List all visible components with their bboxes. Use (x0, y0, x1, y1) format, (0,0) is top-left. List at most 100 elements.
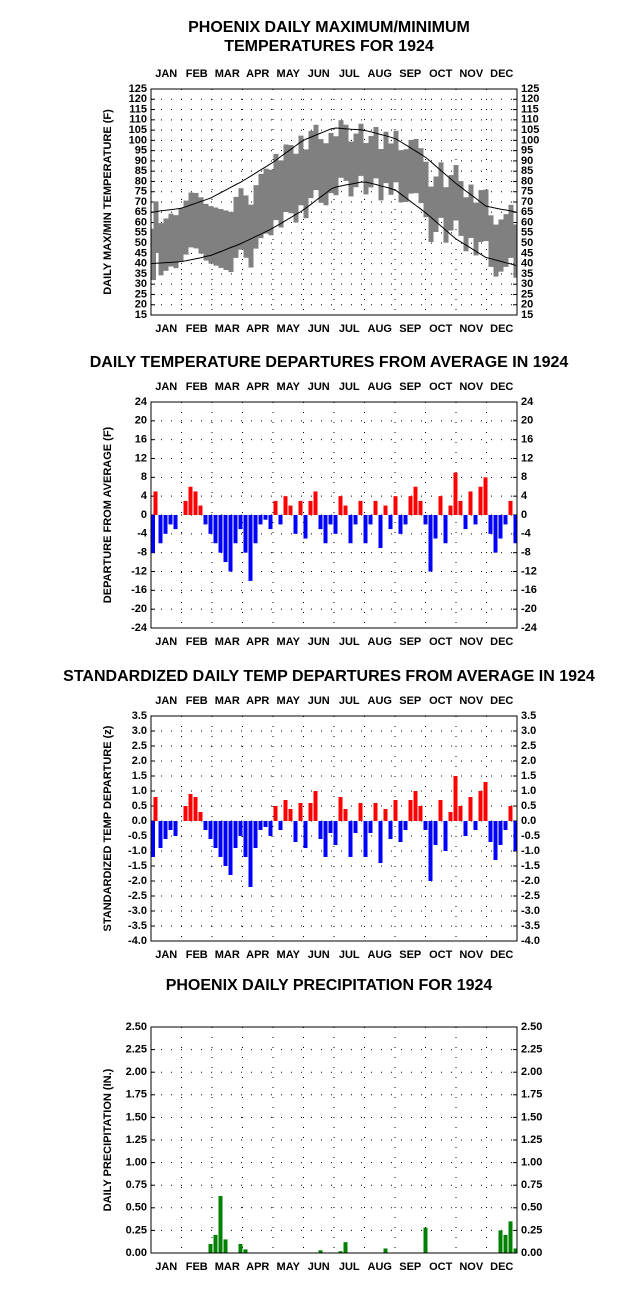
bar (151, 821, 155, 857)
bar (268, 821, 273, 836)
y-tick-label-right: 85 (521, 165, 533, 177)
range-bar (458, 181, 464, 236)
y-tick-label-right: -0.5 (521, 830, 540, 842)
y-tick-label-right: 20 (521, 415, 533, 427)
panel: STANDARDIZED DAILY TEMP DEPARTURES FROM … (63, 668, 595, 961)
range-bar (318, 139, 324, 203)
range-bar (151, 228, 156, 281)
bar (198, 812, 203, 821)
bar (403, 821, 408, 830)
bar (483, 477, 488, 515)
plot-frame (150, 401, 518, 629)
month-label: MAR (215, 68, 240, 80)
y-tick-label: 90 (135, 155, 147, 167)
month-label: AUG (368, 695, 392, 707)
range-bar (323, 143, 329, 206)
bar (453, 776, 458, 821)
month-label: DEC (490, 1261, 513, 1273)
y-tick-label: 2.00 (126, 1066, 147, 1078)
y-tick-label-right: 45 (521, 247, 533, 259)
range-bar (338, 120, 344, 178)
bar (323, 515, 328, 544)
y-tick-label: -3.5 (128, 920, 147, 932)
month-label: NOV (459, 1261, 484, 1273)
bar (428, 515, 433, 572)
y-tick-label-right: 0.5 (521, 800, 536, 812)
range-bar (473, 202, 479, 256)
month-label: FEB (186, 695, 208, 707)
y-tick-label: 65 (135, 206, 147, 218)
range-bar (478, 190, 484, 243)
month-label: OCT (429, 323, 453, 335)
bar (343, 1242, 348, 1253)
bar (243, 821, 248, 857)
range-bar (428, 186, 434, 243)
y-tick-label: 16 (135, 434, 147, 446)
y-tick-label: -1.0 (128, 845, 147, 857)
y-tick-label-right: 80 (521, 175, 533, 187)
range-bar (343, 124, 349, 181)
bar (343, 505, 348, 515)
y-tick-label: 80 (135, 175, 147, 187)
month-label: NOV (459, 381, 484, 393)
range-bar (483, 189, 489, 242)
y-tick-label-right: 75 (521, 186, 533, 198)
bar (493, 515, 498, 553)
y-tick-label-right: 2.0 (521, 755, 536, 767)
plot-frame (150, 88, 518, 316)
y-tick-label-right: 0.0 (521, 815, 536, 827)
y-tick-label-right: 25 (521, 288, 533, 300)
y-tick-label: 20 (135, 299, 147, 311)
bar (213, 821, 218, 848)
month-label: AUG (368, 68, 392, 80)
y-tick-label-right: 100 (521, 134, 539, 146)
bar (223, 515, 228, 563)
bar (283, 800, 288, 821)
range-bar (503, 214, 509, 267)
y-tick-label: 60 (135, 216, 147, 228)
range-bar (268, 169, 274, 236)
range-bar (198, 197, 204, 254)
bar (188, 794, 193, 821)
range-bar (293, 153, 299, 223)
y-tick-label-right: 1.75 (521, 1089, 542, 1101)
bar (243, 1249, 248, 1253)
bar (513, 1248, 517, 1253)
y-tick-label-right: 115 (521, 103, 539, 115)
y-tick-label: 85 (135, 165, 147, 177)
bar (448, 505, 453, 515)
y-tick-label: -4 (137, 528, 148, 540)
bar (468, 491, 473, 515)
y-tick-label-right: 3.0 (521, 725, 536, 737)
bar (218, 515, 223, 553)
range-bar (398, 150, 404, 203)
bar (438, 496, 443, 515)
range-bar (178, 208, 184, 262)
month-label: JUN (308, 1261, 330, 1273)
y-tick-label-right: 0.25 (521, 1224, 542, 1236)
y-tick-label: -1.5 (128, 860, 147, 872)
bar (433, 515, 438, 539)
bar (308, 500, 313, 515)
bar (368, 821, 373, 833)
range-bar (258, 173, 264, 239)
bar (158, 515, 163, 544)
range-bar (248, 204, 254, 268)
normal-line (150, 127, 517, 213)
y-tick-label-right: 90 (521, 155, 533, 167)
bar (393, 800, 398, 821)
y-tick-label-right: 95 (521, 145, 533, 157)
y-tick-label: 20 (135, 415, 147, 427)
bar (338, 496, 343, 515)
bar (151, 515, 155, 553)
bar (303, 515, 308, 539)
y-tick-label-right: 2.5 (521, 740, 536, 752)
bar (418, 806, 423, 821)
y-tick-label-right: 40 (521, 258, 533, 270)
y-tick-label: 125 (129, 83, 147, 95)
bar (358, 803, 363, 821)
range-bar (153, 201, 159, 253)
y-tick-label-right: 0.00 (521, 1247, 542, 1259)
y-tick-label-right: -4 (521, 528, 532, 540)
bar (503, 515, 508, 525)
